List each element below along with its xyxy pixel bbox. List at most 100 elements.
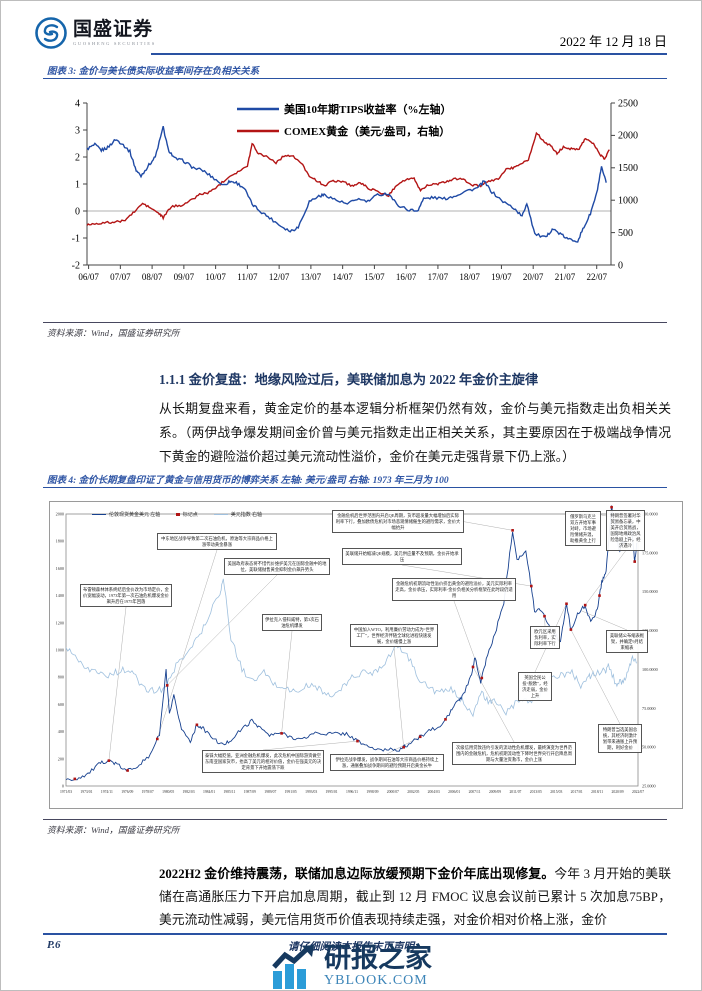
- svg-text:1995/01: 1995/01: [326, 790, 338, 794]
- svg-text:0: 0: [75, 206, 80, 217]
- chart-annotation: 欧元区采用负利率，实际利率下行: [530, 626, 560, 650]
- chart-annotation: 伊拉克入侵科威特，第3次石油危机爆发: [262, 614, 322, 632]
- svg-text:1800: 1800: [56, 539, 64, 544]
- svg-text:400: 400: [58, 729, 64, 734]
- chart-annotation: 美国政府表态将不惜代价维护美元在国际金融中的地位，美联储抛售黄金抑制金价飙升势头: [224, 558, 330, 576]
- closing-paragraph: 2022H2 金价维持震荡，联储加息边际放缓预期下金价年底出现修复。今年 3 月…: [159, 863, 671, 932]
- chart-annotation: 泰铢大幅贬值，亚洲金融危机爆发，此次危机中国际游资做空东南亚国家货币，抬高了美元…: [202, 750, 324, 774]
- svg-text:19/07: 19/07: [491, 272, 512, 282]
- watermark: 研报之家 YBLOOK.COM: [270, 945, 432, 989]
- svg-text:1991/05: 1991/05: [285, 790, 297, 794]
- svg-text:50.0000: 50.0000: [642, 745, 656, 750]
- fig3-top-rule: [43, 78, 667, 79]
- svg-text:75.0000: 75.0000: [642, 706, 656, 711]
- svg-text:08/07: 08/07: [142, 272, 163, 282]
- fig4-caption: 图表 4: 金价长期复盘印证了黄金与信用货币的博弈关系 左轴: 美元/盎司 右轴…: [47, 476, 449, 486]
- svg-text:2015/03: 2015/03: [550, 790, 562, 794]
- svg-text:2000: 2000: [56, 512, 64, 517]
- legend-label: 伦敦现货黄金美元 左轴: [109, 513, 161, 518]
- svg-text:600: 600: [58, 702, 64, 707]
- svg-text:2013/05: 2013/05: [530, 790, 542, 794]
- svg-text:1971/03: 1971/03: [60, 790, 72, 794]
- svg-text:14/07: 14/07: [332, 272, 353, 282]
- svg-text:2002/05: 2002/05: [407, 790, 419, 794]
- svg-text:07/07: 07/07: [110, 272, 131, 282]
- svg-text:15/07: 15/07: [364, 272, 385, 282]
- fig3-bottom-rule: [43, 322, 667, 323]
- legend-marker-swatch: [176, 512, 180, 517]
- report-date: 2022 年 12 月 18 日: [559, 34, 667, 49]
- bar-chart-arrow-icon: [272, 945, 314, 989]
- legend-line-swatch: [92, 514, 106, 515]
- chart-annotation: 金融危机后世界范围内开启QE周期，货币超发量大幅增加后实际利率下行，叠加欧债危机…: [332, 510, 464, 534]
- svg-text:11/07: 11/07: [237, 272, 258, 282]
- chart-annotation: 特朗普签署对华贸易备忘录，中美开启贸易战，国际地缘政治风险急剧上升，经济遇冷: [606, 510, 645, 552]
- svg-text:1000: 1000: [618, 196, 638, 207]
- svg-text:1998/09: 1998/09: [366, 790, 378, 794]
- page-number: P.6: [47, 939, 61, 951]
- svg-text:3: 3: [75, 125, 80, 136]
- svg-text:09/07: 09/07: [174, 272, 195, 282]
- svg-text:1: 1: [75, 179, 80, 190]
- svg-text:06/07: 06/07: [78, 272, 99, 282]
- svg-text:200.0000: 200.0000: [642, 512, 658, 517]
- svg-text:4: 4: [75, 98, 80, 109]
- legend-item: 伦敦现货黄金美元 左轴: [92, 511, 160, 518]
- svg-text:1993/03: 1993/03: [305, 790, 317, 794]
- svg-text:2004/03: 2004/03: [428, 790, 440, 794]
- svg-text:18/07: 18/07: [459, 272, 480, 282]
- svg-text:800: 800: [58, 675, 64, 680]
- svg-text:2009/09: 2009/09: [489, 790, 501, 794]
- footer-divider: [43, 933, 667, 935]
- svg-text:2017/01: 2017/01: [571, 790, 583, 794]
- svg-text:1000: 1000: [56, 648, 64, 653]
- svg-text:-1: -1: [72, 233, 80, 244]
- chart-annotation: 美联储开始缩减QE规模，美元供应量不及预期，金价开始承压: [342, 548, 462, 566]
- svg-text:美国10年期TIPS收益率（%左轴）: 美国10年期TIPS收益率（%左轴）: [284, 102, 451, 116]
- chart-annotation: 美联储公布缩表框架，并确定9月结束缩表: [606, 630, 648, 654]
- svg-text:12/07: 12/07: [269, 272, 290, 282]
- svg-text:500: 500: [618, 228, 633, 239]
- svg-text:1984/01: 1984/01: [203, 790, 215, 794]
- svg-text:1200: 1200: [56, 620, 64, 625]
- svg-text:1978/07: 1978/07: [142, 790, 154, 794]
- svg-text:20/07: 20/07: [523, 272, 544, 282]
- fig4-legend: 伦敦现货黄金美元 左轴 标记点 美元指数 右轴: [92, 511, 262, 518]
- svg-text:13/07: 13/07: [301, 272, 322, 282]
- svg-text:1976/09: 1976/09: [121, 790, 133, 794]
- svg-text:1500: 1500: [618, 163, 638, 174]
- fig4-source: 资料来源：Wind，国盛证券研究所: [47, 825, 180, 835]
- svg-text:16/07: 16/07: [396, 272, 417, 282]
- brand-logo: 国盛证券 GUOSHENG SECURITIES: [35, 17, 156, 49]
- legend-item: 美元指数 右轴: [213, 511, 262, 518]
- svg-text:2018/11: 2018/11: [591, 790, 603, 794]
- svg-text:2000: 2000: [618, 131, 638, 142]
- svg-text:1400: 1400: [56, 593, 64, 598]
- svg-text:2022/07: 2022/07: [632, 790, 644, 794]
- watermark-title: 研报之家: [324, 943, 432, 973]
- legend-line-swatch: [213, 514, 228, 515]
- svg-text:17/07: 17/07: [428, 272, 449, 282]
- svg-text:1980/05: 1980/05: [162, 790, 174, 794]
- chart-annotation: 伊拉克战争爆发，战争期间石油等大宗商品价格持续上涨，通胀叠加战争期间的避险预期开…: [330, 754, 444, 772]
- chart-annotation: 中国加入WTO，利用廉价劳动力成为“世界工厂”，世界经济伴随全球化进程快速发展，…: [350, 624, 438, 648]
- svg-text:2006/01: 2006/01: [448, 790, 460, 794]
- chart-annotation: 中东地区战争导致第二次石油危机，原油等大宗商品价格上涨带动黄金暴涨: [157, 533, 277, 551]
- svg-text:COMEX黄金（美元/盎司，右轴）: COMEX黄金（美元/盎司，右轴）: [284, 124, 450, 138]
- svg-text:21/07: 21/07: [555, 272, 576, 282]
- svg-text:2007/11: 2007/11: [469, 790, 481, 794]
- section-paragraph: 从长期复盘来看，黄金定价的基本逻辑分析框架仍然有效，金价与美元指数走出负相关关系…: [159, 402, 671, 464]
- svg-text:2: 2: [75, 152, 80, 163]
- svg-text:2020/09: 2020/09: [612, 790, 624, 794]
- chart-annotation: 金融危机初期流动性溢价挤出黄金的避险溢价，美元实际利率走高，金价承压，实际利率-…: [392, 578, 516, 602]
- svg-text:150.0000: 150.0000: [642, 589, 658, 594]
- guosheng-logo-icon: [35, 17, 67, 49]
- chart-annotation: 次级信用贷款违约引发的流动性危机爆发，最终演变为世界范围内的金融危机，危机初期流…: [452, 742, 576, 766]
- brand-name: 国盛证券: [73, 19, 154, 40]
- svg-text:100.0000: 100.0000: [642, 667, 658, 672]
- svg-text:10/07: 10/07: [205, 272, 226, 282]
- footer-disclaimer: 请仔细阅读本报告末页声明: [288, 942, 414, 953]
- svg-text:175.0000: 175.0000: [642, 550, 658, 555]
- fig3-chart: 4 3 2 1 0 -1 -2 2500 2000 1500 1000 500 0 06/07 07/07 0…: [51, 89, 651, 301]
